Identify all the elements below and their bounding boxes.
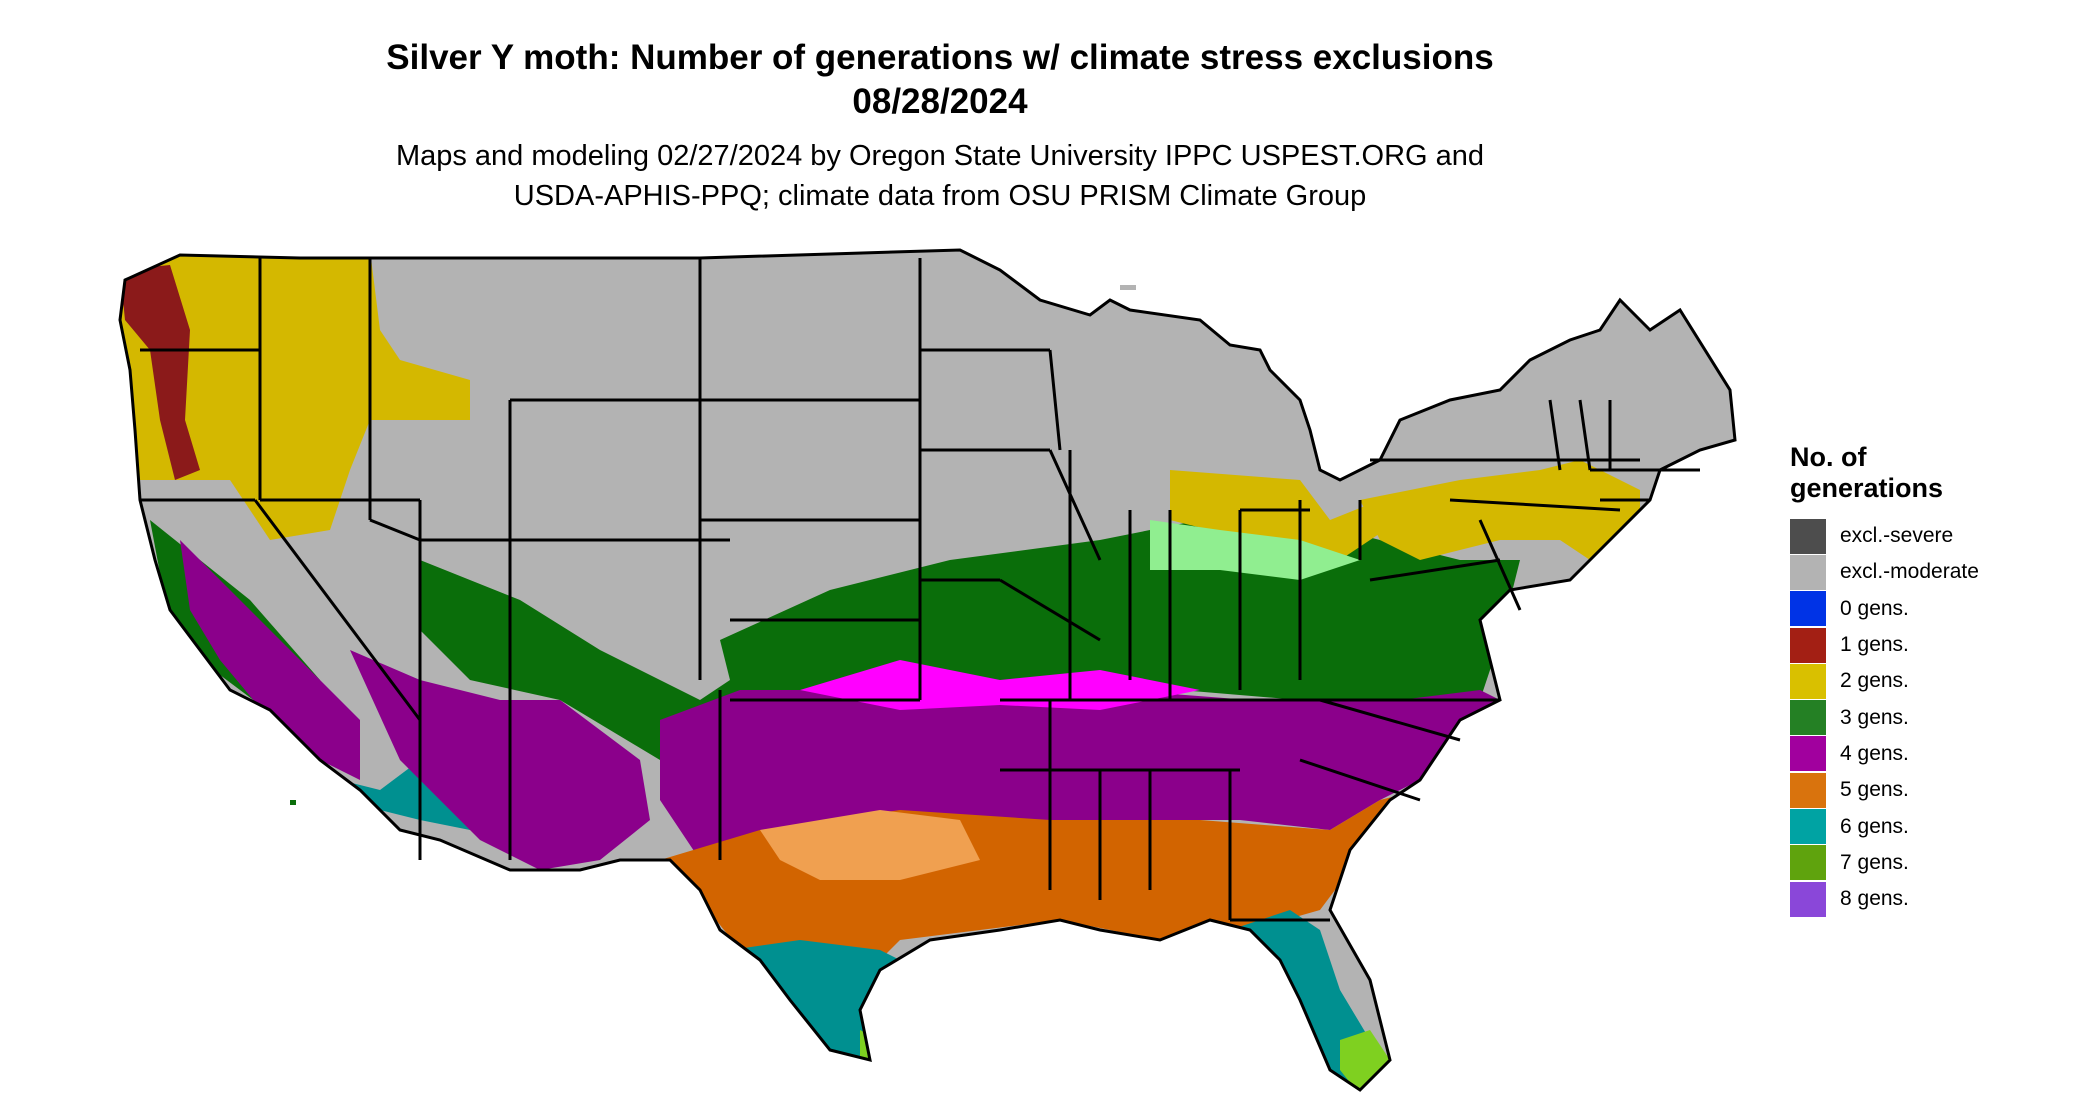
legend-item: 2 gens. (1790, 663, 1979, 699)
legend-item: excl.-moderate (1790, 554, 1979, 590)
zone-5-gens-light-texas (760, 810, 980, 880)
state-lines (140, 258, 1700, 922)
legend-swatch (1790, 591, 1826, 627)
island-fragments (290, 285, 1136, 805)
legend-item: 6 gens. (1790, 808, 1979, 845)
isle-royale (1120, 285, 1136, 290)
legend-swatch (1790, 736, 1826, 772)
zone-4-gens-bright-band (800, 660, 1200, 710)
zone-2-gens-northeast (1360, 460, 1640, 560)
legend-label: excl.-moderate (1840, 560, 1979, 584)
zone-4-gens-southwest (350, 650, 650, 870)
zone-7-gens-texas-tip (860, 1030, 880, 1070)
zone-2-gens-great-lakes (1170, 470, 1400, 560)
legend-label: 4 gens. (1840, 741, 1909, 765)
legend-item: 8 gens. (1790, 881, 1979, 917)
channel-islands (290, 800, 296, 805)
legend-swatch (1790, 772, 1826, 808)
legend-swatch (1790, 627, 1826, 663)
legend: No. of generations excl.-severe excl.-mod… (1790, 442, 1979, 917)
legend-item: 5 gens. (1790, 772, 1979, 808)
legend-label: 1 gens. (1840, 633, 1909, 657)
legend-item: 7 gens. (1790, 845, 1979, 881)
legend-item: 3 gens. (1790, 699, 1979, 736)
legend-label: 7 gens. (1840, 850, 1909, 874)
legend-item: 0 gens. (1790, 591, 1979, 627)
legend-swatch (1790, 881, 1826, 917)
legend-label: 3 gens. (1840, 705, 1909, 729)
legend-title-line1: No. of (1790, 442, 1867, 472)
legend-swatch (1790, 663, 1826, 699)
state-borders (118, 248, 1737, 1092)
zone-7-gens-florida-tip (1340, 1030, 1390, 1090)
legend-item: 4 gens. (1790, 736, 1979, 772)
legend-label: 8 gens. (1840, 887, 1909, 911)
legend-label: 5 gens. (1840, 778, 1909, 802)
legend-item: 1 gens. (1790, 627, 1979, 663)
legend-label: 6 gens. (1840, 814, 1909, 838)
zone-1-gen-northwest (120, 265, 200, 480)
legend-item: excl.-severe (1790, 518, 1979, 554)
map-subtitle: Maps and modeling 02/27/2024 by Oregon S… (0, 136, 1880, 216)
zone-4-gens-california (180, 540, 360, 780)
zone-3-gens-light-ohio-valley (1150, 520, 1360, 580)
map-subtitle-line2: USDA-APHIS-PPQ; climate data from OSU PR… (513, 180, 1367, 212)
legend-title: No. of generations (1790, 442, 1979, 504)
legend-title-line2: generations (1790, 473, 1944, 503)
legend-swatch (1790, 554, 1826, 590)
zone-6-gens-texas-coast (730, 940, 900, 1060)
map-title-line1: Silver Y moth: Number of generations w/ … (386, 38, 1494, 77)
map-subtitle-line1: Maps and modeling 02/27/2024 by Oregon S… (395, 140, 1485, 172)
legend-swatch (1790, 700, 1826, 736)
legend-label: 2 gens. (1840, 669, 1909, 693)
legend-swatch (1790, 518, 1826, 554)
zone-3-gens-southwest (420, 560, 760, 760)
legend-swatch (1790, 845, 1826, 881)
legend-swatch (1790, 809, 1826, 845)
map-title-date: 08/28/2024 (852, 82, 1028, 121)
legend-label: 0 gens. (1840, 596, 1909, 620)
map-title: Silver Y moth: Number of generations w/ … (0, 36, 1880, 124)
legend-label: excl.-severe (1840, 524, 1954, 548)
legend-items: excl.-severe excl.-moderate 0 gens. 1 gens.… (1790, 518, 1979, 917)
